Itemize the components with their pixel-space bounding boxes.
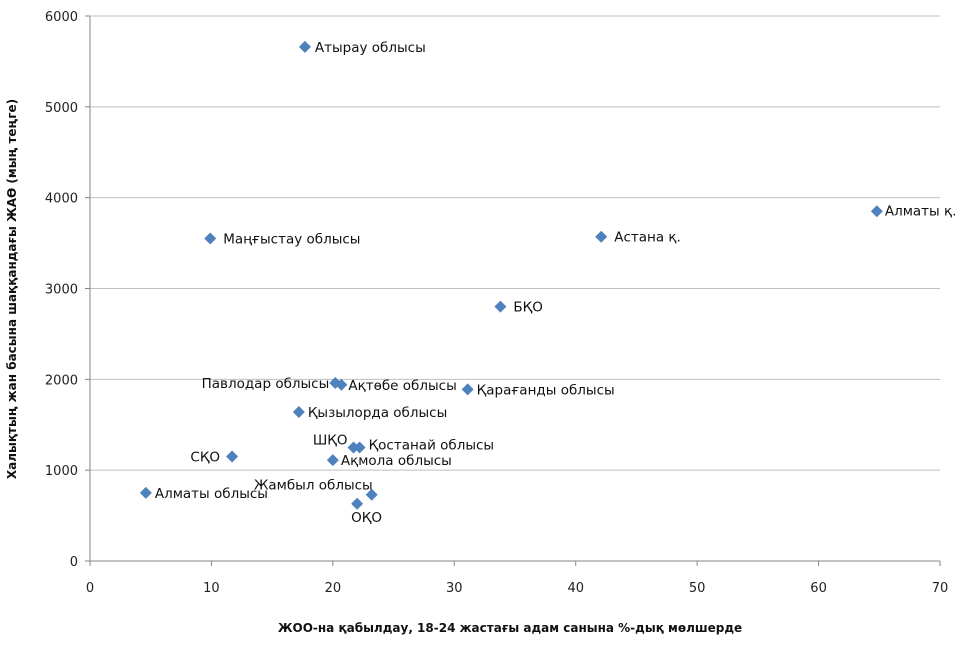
data-point-label: БҚО [513, 300, 542, 316]
x-tick-label: 0 [86, 581, 94, 596]
point-labels: Атырау облысы Алматы қ. Маңғыстау облысы Ас… [155, 40, 955, 526]
x-tick-label: 20 [325, 581, 342, 596]
data-point-marker [494, 300, 507, 313]
y-tick-label: 0 [70, 555, 78, 570]
data-point-label: Ақтөбе облысы [348, 378, 456, 394]
data-point-marker [204, 232, 217, 245]
x-tick-label: 10 [203, 581, 220, 596]
data-point-marker [226, 450, 239, 463]
y-tick-label: 1000 [45, 464, 78, 479]
data-point-marker [461, 383, 474, 396]
x-tick-label: 60 [810, 581, 827, 596]
data-point-label: Ақмола облысы [341, 453, 452, 469]
data-point-label: Павлодар облысы [202, 376, 330, 392]
data-point-label: Атырау облысы [315, 40, 426, 56]
data-point-marker [353, 441, 366, 454]
y-tick-label: 3000 [45, 283, 78, 298]
y-tick-label: 5000 [45, 101, 78, 116]
x-tick-label: 70 [932, 581, 949, 596]
data-point-marker [365, 488, 378, 501]
x-tick-label: 40 [567, 581, 584, 596]
data-point-label: Қарағанды облысы [477, 382, 615, 398]
data-points [139, 40, 883, 510]
data-point-label: Алматы облысы [155, 486, 268, 502]
data-point-label: Қызылорда облысы [308, 405, 447, 421]
data-point-marker [326, 454, 339, 467]
data-point-marker [139, 486, 152, 499]
y-tick-label: 2000 [45, 373, 78, 388]
data-point-marker [298, 40, 311, 53]
x-tick-label: 50 [689, 581, 706, 596]
data-point-label: ОҚО [351, 510, 382, 526]
axes: 0 1000 2000 3000 4000 5000 6000 0 10 20 30 40 50 60 70 [45, 10, 948, 596]
data-point-label: СҚО [190, 450, 220, 466]
data-point-label: Жамбыл облысы [254, 478, 373, 494]
x-axis-title: ЖОО-на қабылдау, 18-24 жастағы адам саны… [278, 621, 742, 635]
data-point-label: Маңғыстау облысы [223, 232, 360, 248]
y-tick-label: 4000 [45, 192, 78, 207]
x-tick-label: 30 [446, 581, 463, 596]
gridlines [90, 15, 940, 471]
data-point-marker [292, 406, 305, 419]
data-point-label: Қостанай облысы [369, 437, 495, 453]
data-point-label: Астана қ. [614, 230, 681, 246]
data-point-marker [870, 205, 883, 218]
data-point-marker [347, 441, 360, 454]
data-point-label: Алматы қ. [885, 203, 955, 219]
data-point-label: ШҚО [313, 432, 348, 448]
data-point-marker [335, 378, 348, 391]
y-tick-label: 6000 [45, 10, 78, 25]
y-axis-title: Халықтың жан басына шаққандағы ЖАӨ (мың … [5, 99, 19, 479]
data-point-marker [595, 230, 608, 243]
data-point-marker [351, 497, 364, 510]
